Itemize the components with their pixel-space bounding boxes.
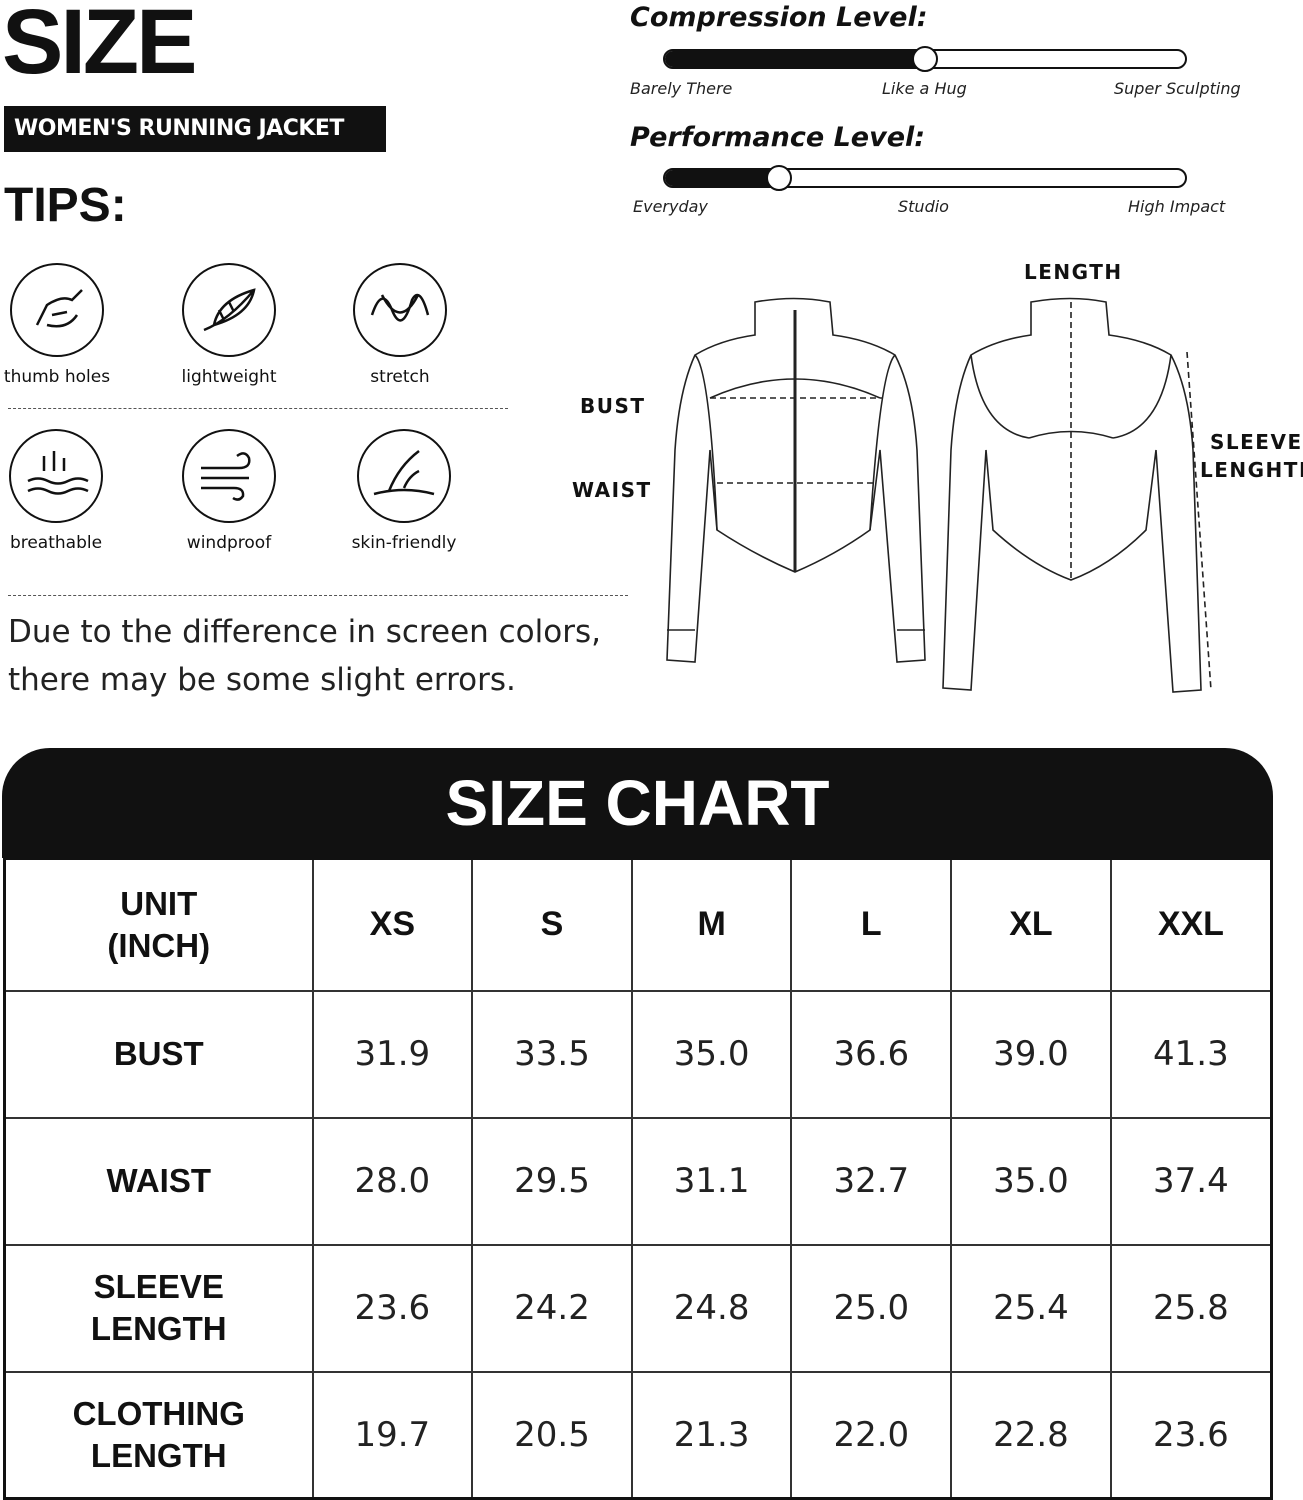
feature-windproof: windproof [154, 429, 304, 553]
table-cell: 24.2 [471, 1243, 633, 1373]
row-label: WAIST [3, 1116, 314, 1246]
table-cell: 19.7 [311, 1370, 474, 1500]
table-row: CLOTHING LENGTH 19.7 20.5 21.3 22.0 22.8 23.6 [3, 1370, 1273, 1500]
feature-label: skin-friendly [351, 533, 457, 553]
table-cell: 36.6 [790, 989, 953, 1119]
compression-title: Compression Level: [630, 2, 928, 33]
table-cell: 32.7 [790, 1116, 953, 1246]
unit-header: UNIT (INCH) [3, 857, 314, 992]
table-cell: 21.3 [630, 1370, 793, 1500]
table-cell: 20.5 [471, 1370, 633, 1500]
table-cell: 33.5 [471, 989, 633, 1119]
row-label: SLEEVE LENGTH [3, 1243, 314, 1373]
unit-label: (INCH) [107, 926, 211, 964]
row-label-line: SLEEVE [93, 1268, 224, 1305]
slider-fill [665, 51, 925, 67]
table-row: BUST 31.9 33.5 35.0 36.6 39.0 41.3 [3, 989, 1273, 1119]
table-cell: 28.0 [311, 1116, 474, 1246]
feature-lightweight: lightweight [154, 263, 304, 387]
table-row: WAIST 28.0 29.5 31.1 32.7 35.0 37.4 [3, 1116, 1273, 1246]
table-header-row: UNIT (INCH) XS S M L XL XXL [3, 857, 1273, 992]
feature-label: breathable [9, 533, 103, 553]
slider-thumb [912, 46, 938, 72]
color-disclaimer: Due to the difference in screen colors, … [8, 608, 601, 704]
bust-label: BUST [580, 394, 646, 418]
table-cell: 29.5 [471, 1116, 633, 1246]
size-chart-table: UNIT (INCH) XS S M L XL XXL BUST 31.9 33.5 3… [3, 857, 1273, 1500]
sleeve-label: LENGHTH [1200, 458, 1303, 482]
performance-tick: High Impact [1128, 197, 1226, 216]
waist-label: WAIST [572, 478, 652, 502]
stretch-icon [370, 293, 430, 322]
size-chart-title: SIZE CHART [2, 748, 1273, 858]
unit-label: UNIT [120, 884, 198, 922]
table-cell: 31.9 [311, 989, 474, 1119]
row-label-line: WAIST [106, 1162, 212, 1199]
feature-label: windproof [186, 533, 272, 553]
performance-tick: Studio [898, 197, 949, 216]
row-label-line: CLOTHING [72, 1394, 245, 1432]
table-cell: 35.0 [630, 989, 793, 1119]
table-cell: 25.8 [1109, 1243, 1273, 1373]
jacket-front-drawing [666, 297, 926, 663]
row-label-line: LENGTH [90, 1310, 227, 1347]
row-label: BUST [3, 989, 314, 1119]
size-header: XS [311, 857, 474, 992]
compression-tick: Barely There [630, 79, 733, 98]
size-header: XL [950, 857, 1112, 992]
table-cell: 41.3 [1109, 989, 1273, 1119]
feature-breathable: breathable [0, 429, 131, 553]
slider-fill [665, 170, 780, 186]
performance-slider [663, 165, 1187, 191]
feather-icon [203, 288, 256, 332]
table-cell: 31.1 [630, 1116, 793, 1246]
feature-stretch: stretch [325, 263, 475, 387]
table-cell: 25.4 [950, 1243, 1112, 1373]
hand-icon [35, 289, 83, 328]
table-cell: 25.0 [790, 1243, 953, 1373]
skin-icon [373, 450, 435, 496]
feature-label: stretch [370, 367, 430, 387]
feature-skin-friendly: skin-friendly [329, 429, 479, 553]
page-title: SIZE [2, 0, 197, 93]
size-header: XXL [1109, 857, 1273, 992]
jacket-back-drawing [942, 297, 1212, 693]
size-header: L [790, 857, 953, 992]
divider [8, 595, 628, 596]
note-line: there may be some slight errors. [8, 662, 516, 698]
compression-tick: Like a Hug [882, 79, 967, 98]
table-cell: 23.6 [311, 1243, 474, 1373]
row-label-line: BUST [113, 1035, 204, 1072]
wind-icon [201, 452, 251, 501]
size-header: S [471, 857, 633, 992]
product-subtitle: WOMEN'S RUNNING JACKET [4, 106, 386, 152]
size-header: M [630, 857, 793, 992]
row-label: CLOTHING LENGTH [3, 1370, 314, 1500]
breathable-icon [27, 451, 89, 495]
table-cell: 39.0 [950, 989, 1112, 1119]
table-cell: 23.6 [1109, 1370, 1273, 1500]
divider [8, 408, 508, 409]
table-row: SLEEVE LENGTH 23.6 24.2 24.8 25.0 25.4 25.8 [3, 1243, 1273, 1373]
row-label-line: LENGTH [90, 1436, 227, 1474]
performance-title: Performance Level: [630, 122, 926, 153]
compression-tick: Super Sculpting [1114, 79, 1241, 98]
table-cell: 35.0 [950, 1116, 1112, 1246]
slider-thumb [766, 165, 793, 191]
performance-tick: Everyday [633, 197, 708, 216]
tips-heading: TIPS: [4, 179, 127, 232]
table-cell: 24.8 [630, 1243, 793, 1373]
note-line: Due to the difference in screen colors, [8, 614, 601, 650]
sleeve-label: SLEEVE [1210, 430, 1303, 454]
feature-label: thumb holes [3, 367, 111, 387]
table-cell: 22.0 [790, 1370, 953, 1500]
feature-thumb-holes: thumb holes [0, 263, 132, 387]
table-cell: 37.4 [1109, 1116, 1273, 1246]
jacket-diagram [666, 297, 1212, 693]
feature-label: lightweight [181, 367, 277, 387]
compression-slider [663, 46, 1187, 72]
length-label: LENGTH [1024, 260, 1123, 284]
table-cell: 22.8 [950, 1370, 1112, 1500]
